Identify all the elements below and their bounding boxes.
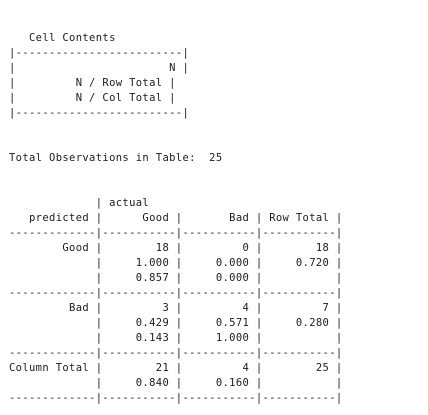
console-output: Cell Contents |-------------------------|… xyxy=(9,16,428,406)
summary-line: Total Observations in Table: 25 xyxy=(9,152,223,164)
legend-block: Cell Contents |-------------------------|… xyxy=(9,16,428,121)
crosstab-line: -------------|-----------|-----------|--… xyxy=(9,392,343,404)
cell-contents-legend-line: |-------------------------| xyxy=(9,107,190,119)
crosstab-line: -------------|-----------|-----------|--… xyxy=(9,227,343,239)
summary-line xyxy=(9,181,428,196)
crosstab-line: | 0.857 | 0.000 | | xyxy=(9,272,343,284)
summary-block: Total Observations in Table: 25 xyxy=(9,121,428,196)
summary-line xyxy=(9,166,428,181)
crosstab-line: Bad | 3 | 4 | 7 | xyxy=(9,302,343,314)
summary-line xyxy=(9,136,428,151)
cell-contents-legend-line: | N | xyxy=(9,62,190,74)
crosstab-line: | 0.143 | 1.000 | | xyxy=(9,332,343,344)
crosstab-line: | 1.000 | 0.000 | 0.720 | xyxy=(9,257,343,269)
crosstab-line: predicted | Good | Bad | Row Total | xyxy=(9,212,343,224)
crosstab-line: | 0.840 | 0.160 | | xyxy=(9,377,343,389)
table-block: | actual predicted | Good | Bad | Row To… xyxy=(9,196,428,406)
crosstab-line: | 0.429 | 0.571 | 0.280 | xyxy=(9,317,343,329)
cell-contents-legend-line: | N / Row Total | xyxy=(9,77,176,89)
crosstab-line: -------------|-----------|-----------|--… xyxy=(9,347,343,359)
cell-contents-legend-line xyxy=(9,16,428,31)
crosstab-line: Column Total | 21 | 4 | 25 | xyxy=(9,362,343,374)
crosstab-line: Good | 18 | 0 | 18 | xyxy=(9,242,343,254)
crosstab-line: -------------|-----------|-----------|--… xyxy=(9,287,343,299)
summary-line xyxy=(9,121,428,136)
cell-contents-legend-line: | N / Col Total | xyxy=(9,92,176,104)
cell-contents-legend-line: |-------------------------| xyxy=(9,47,190,59)
crosstab-line: | actual xyxy=(9,197,150,209)
cell-contents-legend-line: Cell Contents xyxy=(9,32,116,44)
